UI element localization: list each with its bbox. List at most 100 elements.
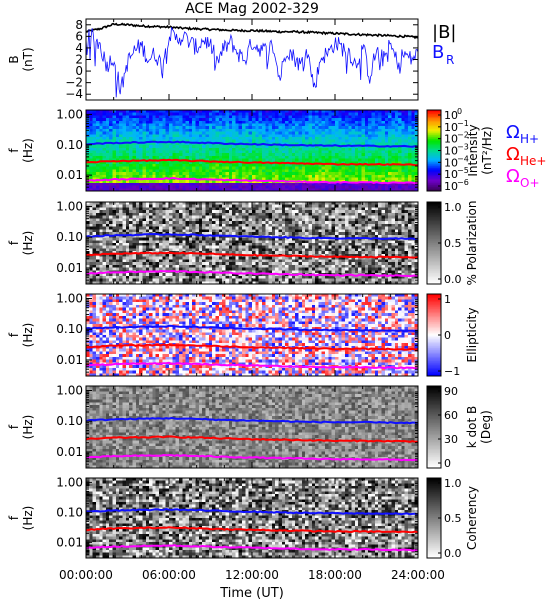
heatmap-cell bbox=[258, 245, 263, 249]
heatmap-cell bbox=[192, 253, 196, 258]
heatmap-cell bbox=[255, 237, 260, 241]
heatmap-cell bbox=[245, 240, 250, 244]
heatmap-cell bbox=[364, 188, 369, 192]
heatmap-cell bbox=[414, 142, 419, 146]
heatmap-cell bbox=[185, 212, 190, 217]
heatmap-cell bbox=[378, 142, 382, 146]
heatmap-cell bbox=[258, 204, 263, 208]
heatmap-cell bbox=[255, 126, 260, 130]
heatmap-cell bbox=[242, 166, 246, 170]
heatmap-cell bbox=[381, 166, 386, 170]
heatmap-cell bbox=[112, 256, 117, 260]
heatmap-cell bbox=[185, 245, 190, 249]
heatmap-cell bbox=[145, 278, 150, 282]
heatmap-cell bbox=[338, 131, 343, 135]
heatmap-cell bbox=[404, 112, 409, 116]
heatmap-cell bbox=[92, 270, 97, 274]
heatmap-cell bbox=[208, 166, 213, 170]
heatmap-cell bbox=[265, 207, 269, 211]
heatmap-cell bbox=[225, 110, 230, 114]
heatmap-cell bbox=[411, 150, 416, 154]
heatmap-cell bbox=[119, 237, 123, 241]
heatmap-cell bbox=[281, 150, 286, 154]
heatmap-cell bbox=[331, 142, 336, 146]
heatmap-cell bbox=[222, 172, 226, 176]
heatmap-cell bbox=[331, 177, 336, 181]
y-tick-label: 4 bbox=[75, 41, 83, 55]
heatmap-cell bbox=[235, 150, 240, 154]
heatmap-cell bbox=[185, 161, 190, 165]
heatmap-cell bbox=[242, 245, 246, 249]
colorbar-tick-exponent: −5 bbox=[457, 166, 469, 175]
heatmap-cell bbox=[301, 150, 306, 154]
heatmap-cell bbox=[105, 275, 110, 279]
heatmap-cell bbox=[178, 182, 183, 186]
heatmap-cell bbox=[162, 275, 167, 279]
heatmap-cell bbox=[388, 131, 392, 135]
heatmap-cell bbox=[132, 147, 137, 151]
heatmap-cell bbox=[169, 245, 173, 249]
heatmap-cell bbox=[145, 240, 150, 244]
heatmap-column bbox=[255, 110, 260, 192]
heatmap-cell bbox=[228, 215, 233, 219]
heatmap-cell bbox=[248, 123, 253, 127]
heatmap-cell bbox=[145, 264, 150, 268]
heatmap-cell bbox=[92, 155, 97, 159]
heatmap-cell bbox=[212, 223, 216, 227]
heatmap-cell bbox=[192, 131, 196, 135]
colorbar-step bbox=[427, 114, 441, 116]
heatmap-cell bbox=[155, 126, 160, 130]
heatmap-cell bbox=[335, 115, 339, 119]
heatmap-cell bbox=[125, 182, 130, 186]
heatmap-cell bbox=[404, 142, 409, 146]
heatmap-cell bbox=[291, 115, 296, 119]
heatmap-cell bbox=[192, 166, 196, 170]
heatmap-cell bbox=[208, 188, 213, 192]
heatmap-cell bbox=[398, 169, 402, 173]
colorbar-step bbox=[427, 138, 441, 141]
heatmap-cell bbox=[92, 262, 97, 266]
heatmap-cell bbox=[354, 142, 359, 146]
heatmap-cell bbox=[142, 259, 147, 263]
heatmap-cell bbox=[149, 169, 153, 173]
heatmap-cell bbox=[115, 188, 120, 192]
heatmap-cell bbox=[411, 131, 416, 135]
heatmap-cell bbox=[235, 188, 240, 192]
heatmap-cell bbox=[225, 223, 230, 227]
heatmap-cell bbox=[242, 185, 246, 189]
heatmap-cell bbox=[86, 251, 90, 255]
heatmap-cell bbox=[115, 115, 120, 119]
heatmap-cell bbox=[135, 185, 140, 189]
heatmap-cell bbox=[185, 118, 190, 122]
heatmap-cell bbox=[188, 118, 193, 122]
heatmap-cell bbox=[278, 155, 283, 159]
heatmap-cell bbox=[142, 267, 147, 271]
heatmap-column bbox=[89, 110, 94, 192]
heatmap-cell bbox=[341, 174, 346, 178]
heatmap-cell bbox=[182, 240, 186, 244]
heatmap-cell bbox=[271, 128, 276, 132]
heatmap-cell bbox=[125, 110, 130, 114]
heatmap-cell bbox=[408, 153, 412, 157]
heatmap-cell bbox=[169, 207, 173, 211]
heatmap-cell bbox=[261, 172, 266, 176]
heatmap-cell bbox=[102, 180, 107, 184]
heatmap-cell bbox=[398, 137, 402, 141]
heatmap-cell bbox=[159, 142, 163, 146]
heatmap-cell bbox=[192, 243, 196, 247]
heatmap-cell bbox=[205, 273, 210, 277]
heatmap-cell bbox=[109, 275, 113, 279]
heatmap-cell bbox=[308, 115, 313, 119]
heatmap-cell bbox=[212, 115, 216, 119]
heatmap-cell bbox=[401, 158, 406, 162]
heatmap-cell bbox=[291, 110, 296, 114]
heatmap-cell bbox=[268, 188, 273, 192]
heatmap-cell bbox=[298, 110, 303, 114]
heatmap-cell bbox=[99, 256, 103, 260]
heatmap-cell bbox=[255, 172, 260, 176]
heatmap-cell bbox=[414, 137, 419, 141]
heatmap-cell bbox=[318, 126, 323, 130]
heatmap-cell bbox=[305, 147, 309, 151]
heatmap-cell bbox=[275, 174, 279, 178]
heatmap-cell bbox=[178, 275, 183, 279]
